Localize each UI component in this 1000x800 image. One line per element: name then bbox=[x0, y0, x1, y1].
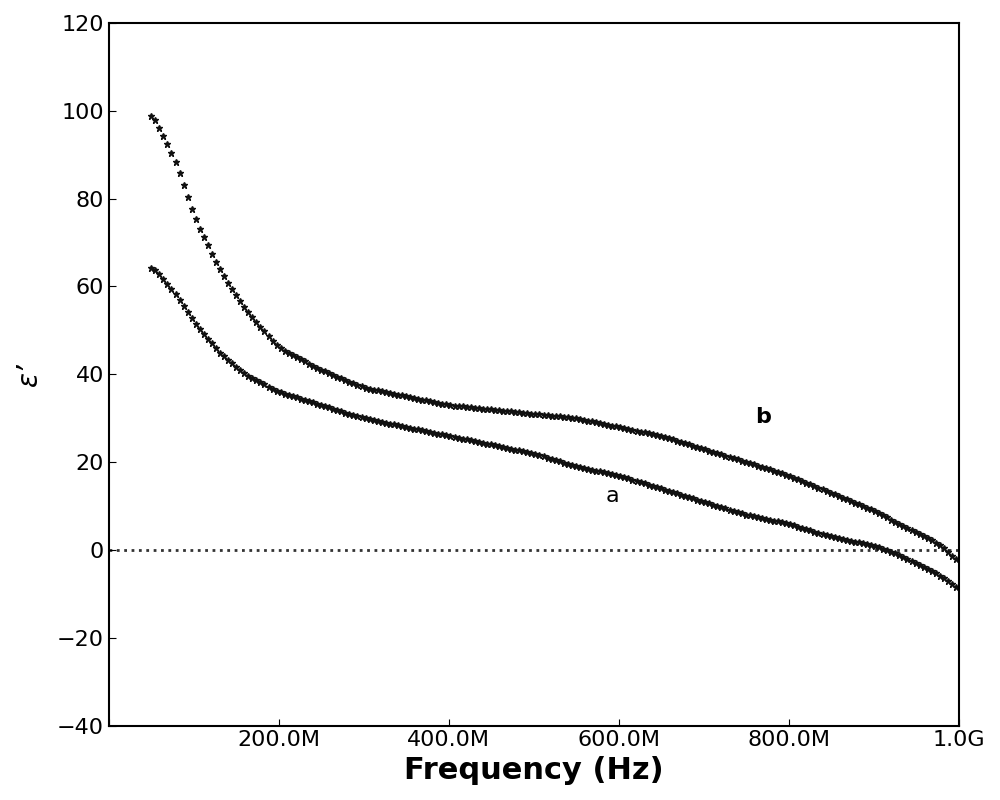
Y-axis label: ε’: ε’ bbox=[15, 362, 43, 386]
X-axis label: Frequency (Hz): Frequency (Hz) bbox=[404, 756, 664, 785]
Text: b: b bbox=[755, 406, 771, 426]
Text: a: a bbox=[606, 486, 620, 506]
